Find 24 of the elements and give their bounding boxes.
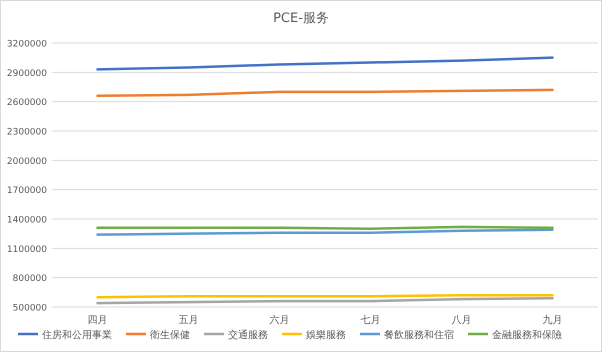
- line-series: [96, 56, 554, 71]
- y-tick-label: 1700000: [6, 186, 48, 196]
- y-tick-label: 500000: [12, 304, 48, 314]
- chart-title: PCE-服务: [273, 11, 329, 26]
- x-tick-label: 六月: [270, 314, 290, 326]
- y-tick-label: 1100000: [6, 244, 48, 255]
- legend-label: 衛生保健: [150, 329, 190, 341]
- legend-label: 金融服務和保險: [492, 329, 562, 341]
- x-tick-label: 四月: [88, 315, 108, 326]
- x-tick-label: 九月: [542, 314, 562, 326]
- x-tick-label: 五月: [178, 315, 198, 326]
- legend-label: 餐飲服務和住宿: [384, 329, 454, 341]
- legend-label: 交通服務: [228, 329, 268, 341]
- y-tick-label: 2300000: [6, 128, 48, 138]
- y-tick-label: 2900000: [6, 68, 48, 79]
- y-tick-label: 2600000: [6, 98, 48, 108]
- y-tick-label: 3200000: [6, 40, 48, 50]
- y-tick-label: 1400000: [6, 216, 48, 226]
- legend-label: 娛樂服務: [306, 329, 346, 341]
- x-tick-label: 八月: [452, 315, 472, 326]
- y-tick-label: 2000000: [6, 156, 48, 167]
- x-tick-label: 七月: [360, 314, 380, 326]
- legend-label: 住房和公用事業: [42, 329, 112, 341]
- y-tick-label: 800000: [12, 274, 48, 284]
